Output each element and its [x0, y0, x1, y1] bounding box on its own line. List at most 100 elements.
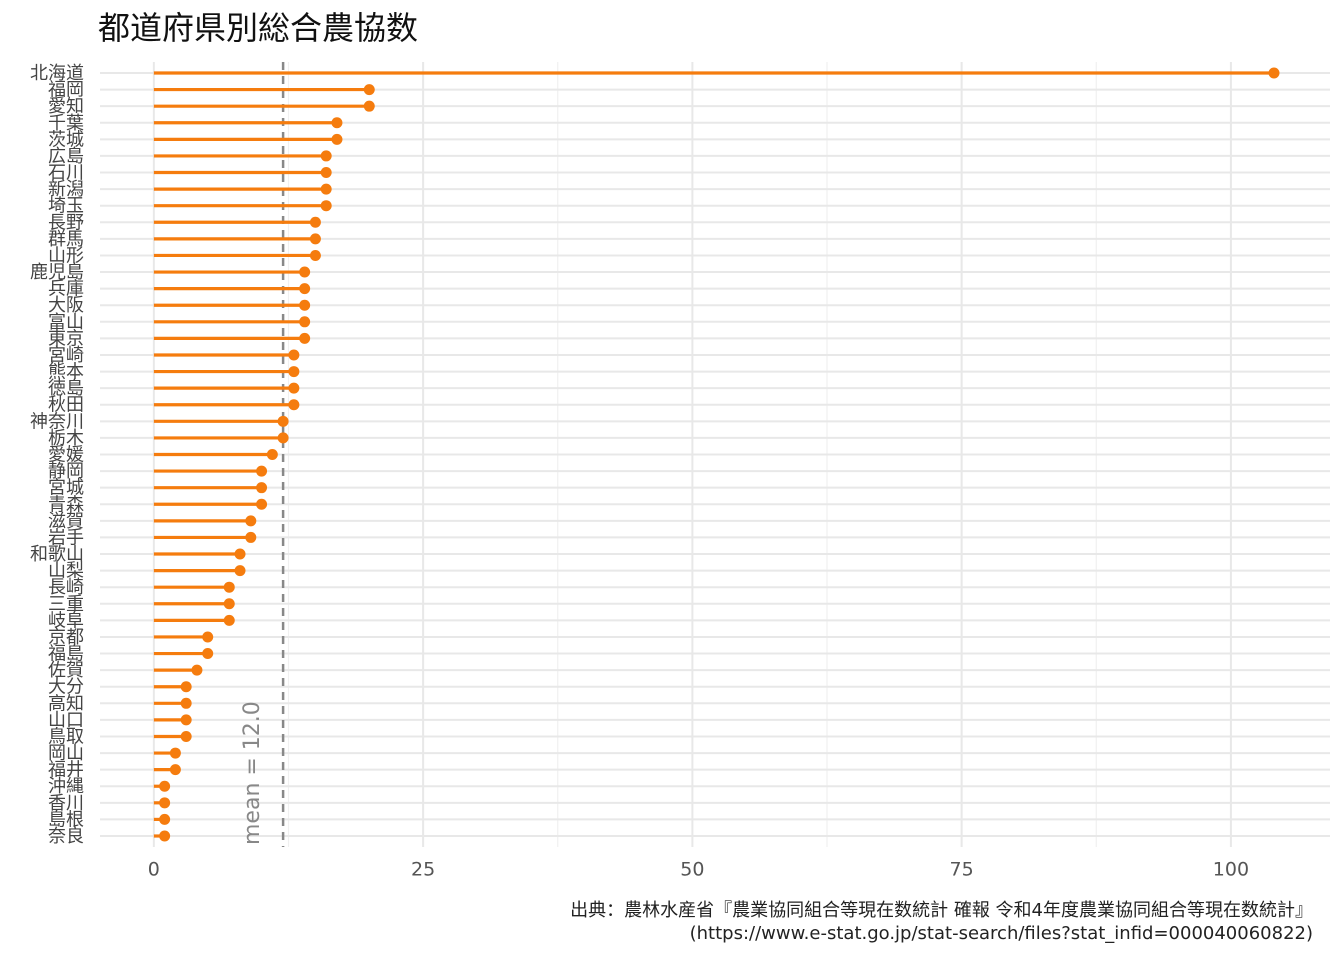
dot: [299, 299, 311, 311]
dot: [320, 150, 332, 162]
dot: [288, 382, 300, 394]
dot: [234, 565, 246, 577]
y-tick-label: 栃木: [48, 428, 84, 449]
dot: [320, 200, 332, 212]
dot: [245, 531, 257, 543]
dot: [191, 664, 203, 676]
y-tick-label: 和歌山: [30, 544, 84, 565]
y-tick-label: 大分: [48, 677, 84, 698]
y-tick-label: 岩手: [48, 527, 84, 548]
dot: [309, 233, 321, 245]
dot: [363, 84, 375, 96]
y-tick-label: 青森: [48, 494, 84, 515]
y-tick-label: 鹿児島: [30, 262, 84, 283]
dot: [363, 100, 375, 112]
chart-title: 都道府県別総合農協数: [98, 9, 418, 47]
dot: [256, 482, 268, 494]
x-tick-label: 25: [411, 859, 435, 881]
y-tick-label: 香川: [48, 793, 84, 814]
dot: [159, 797, 171, 809]
y-tick-label: 北海道: [30, 63, 84, 84]
y-tick-label: 愛知: [48, 96, 84, 117]
dot: [320, 183, 332, 195]
y-tick-label: 福井: [48, 760, 84, 781]
dot: [288, 399, 300, 411]
dot: [299, 332, 311, 344]
dot: [331, 133, 343, 145]
y-tick-label: 京都: [48, 627, 84, 648]
y-tick-label: 沖縄: [48, 776, 84, 797]
x-tick-label: 0: [148, 859, 160, 881]
y-tick-label: 福島: [48, 644, 84, 665]
dot: [180, 697, 192, 709]
x-tick-label: 50: [680, 859, 704, 881]
dot: [309, 216, 321, 228]
y-tick-label: 茨城: [48, 129, 84, 150]
dot: [180, 730, 192, 742]
y-tick-label: 石川: [48, 163, 84, 184]
dot: [202, 648, 214, 660]
dot: [223, 614, 235, 626]
y-tick-label: 滋賀: [48, 511, 84, 532]
x-tick-label: 100: [1213, 859, 1249, 881]
dot: [266, 449, 278, 460]
y-tick-label: 熊本: [48, 362, 84, 383]
y-tick-label: 山梨: [48, 561, 84, 582]
dot: [180, 714, 192, 726]
dot: [288, 349, 300, 361]
x-tick-label: 75: [950, 859, 974, 881]
y-tick-label: 鳥取: [48, 726, 84, 747]
y-tick-label: 宮城: [48, 478, 84, 499]
y-tick-label: 山形: [48, 245, 84, 266]
y-tick-label: 兵庫: [48, 279, 84, 300]
dot: [299, 283, 311, 295]
y-tick-label: 群馬: [48, 229, 84, 250]
y-tick-label: 山口: [48, 710, 84, 731]
y-tick-label: 秋田: [48, 395, 84, 416]
dot: [331, 117, 343, 129]
mean-label: mean = 12.0: [240, 701, 265, 845]
y-tick-label: 静岡: [48, 461, 84, 482]
y-tick-label: 岐阜: [48, 610, 84, 631]
y-tick-label: 新潟: [48, 179, 84, 200]
caption: (https://www.e-stat.go.jp/stat-search/fi…: [690, 923, 1313, 944]
y-tick-label: 佐賀: [48, 660, 84, 681]
dot: [320, 167, 332, 179]
y-tick-label: 長野: [48, 212, 84, 233]
dot: [159, 830, 171, 842]
y-tick-label: 福岡: [48, 80, 84, 101]
y-tick-label: 三重: [48, 594, 84, 615]
y-tick-label: 神奈川: [30, 411, 84, 432]
y-tick-label: 奈良: [48, 826, 84, 847]
dot: [169, 747, 181, 759]
dot: [299, 316, 311, 328]
y-tick-label: 宮崎: [48, 345, 84, 366]
dot: [288, 366, 300, 378]
y-tick-label: 東京: [48, 328, 84, 349]
y-tick-label: 大阪: [48, 295, 84, 316]
y-tick-label: 千葉: [48, 113, 84, 134]
dot: [159, 780, 171, 792]
dot: [202, 631, 214, 643]
dot: [256, 498, 268, 510]
dot: [245, 515, 257, 527]
y-tick-label: 高知: [48, 693, 84, 714]
dot: [234, 548, 246, 560]
dot: [223, 598, 235, 610]
dot: [1268, 67, 1280, 79]
dot: [169, 764, 181, 776]
dot: [159, 813, 171, 825]
dot: [277, 415, 289, 427]
y-tick-label: 愛媛: [48, 445, 84, 466]
dot: [223, 581, 235, 593]
dot: [180, 681, 192, 693]
y-tick-label: 徳島: [48, 378, 84, 399]
caption: 出典：農林水産省『農業協同組合等現在数統計 確報 令和4年度農業協同組合等現在数…: [570, 900, 1313, 921]
dot: [299, 266, 311, 278]
y-tick-label: 岡山: [48, 743, 84, 764]
y-tick-label: 富山: [48, 312, 84, 333]
y-tick-label: 長崎: [48, 577, 84, 598]
dot: [277, 432, 289, 444]
dot: [309, 249, 321, 261]
